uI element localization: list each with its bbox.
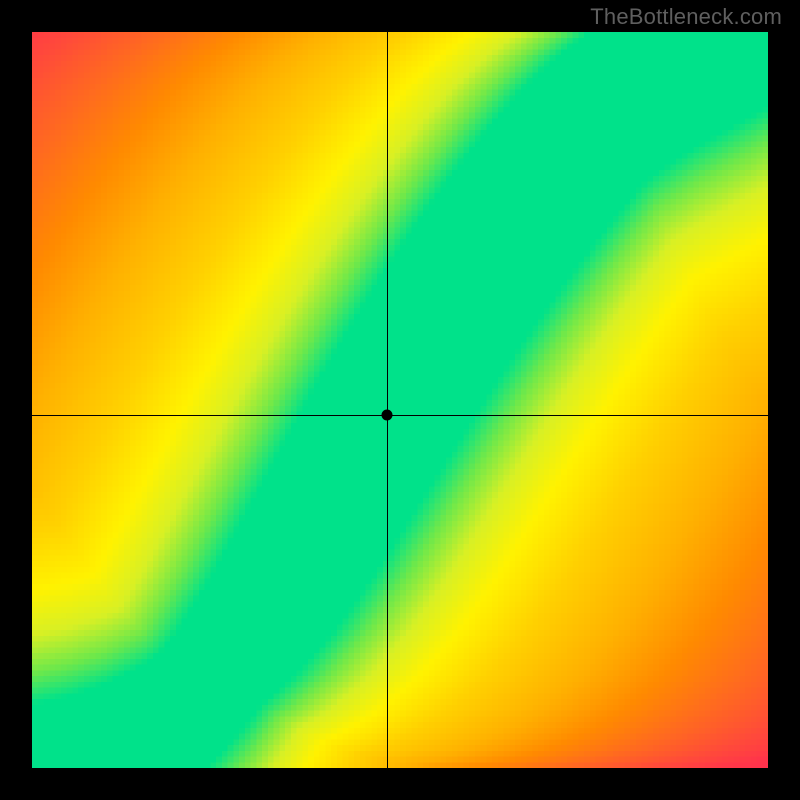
crosshair-horizontal (32, 415, 768, 416)
crosshair-marker (382, 410, 393, 421)
watermark-text: TheBottleneck.com (590, 4, 782, 30)
plot-area (32, 32, 768, 768)
crosshair-vertical (387, 32, 388, 768)
chart-container: TheBottleneck.com (0, 0, 800, 800)
heatmap-canvas (32, 32, 768, 768)
